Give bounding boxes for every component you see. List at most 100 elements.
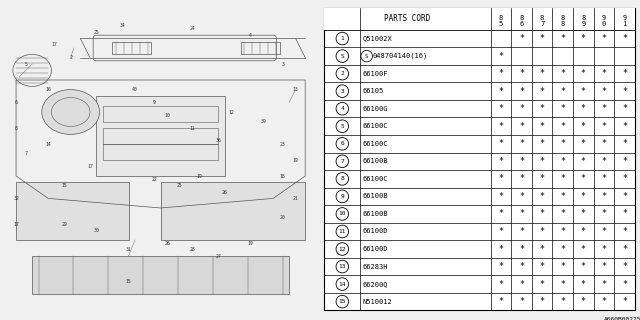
Text: 24: 24: [190, 26, 196, 31]
Text: 8: 8: [540, 15, 544, 21]
Text: 3: 3: [340, 89, 344, 94]
Text: 4: 4: [249, 33, 252, 38]
Text: *: *: [622, 174, 627, 183]
Text: 23: 23: [280, 141, 285, 147]
Text: 26: 26: [164, 241, 170, 246]
Text: *: *: [602, 192, 607, 201]
Bar: [241, 42, 280, 54]
Text: *: *: [519, 174, 524, 183]
Text: *: *: [581, 34, 586, 43]
Text: *: *: [602, 244, 607, 253]
Text: 12: 12: [228, 109, 234, 115]
Text: 66100D: 66100D: [363, 246, 388, 252]
Text: 34: 34: [119, 23, 125, 28]
Text: 66100G: 66100G: [363, 106, 388, 112]
Text: *: *: [499, 139, 503, 148]
Text: *: *: [602, 209, 607, 219]
Text: *: *: [519, 87, 524, 96]
Text: 30: 30: [93, 228, 99, 233]
Text: *: *: [499, 157, 503, 166]
Text: 15: 15: [61, 183, 67, 188]
Text: 048704140(16): 048704140(16): [373, 53, 428, 59]
Text: *: *: [560, 209, 565, 219]
Text: S: S: [365, 53, 369, 59]
Text: *: *: [499, 104, 503, 113]
Text: *: *: [581, 209, 586, 219]
Text: *: *: [540, 227, 545, 236]
Text: 11: 11: [339, 229, 346, 234]
Text: *: *: [602, 104, 607, 113]
Text: 8: 8: [340, 176, 344, 181]
Text: *: *: [540, 157, 545, 166]
Bar: [324, 8, 635, 30]
Bar: [32, 256, 289, 294]
Text: 7: 7: [24, 151, 27, 156]
Text: 9: 9: [602, 15, 606, 21]
Text: 66100F: 66100F: [363, 71, 388, 76]
Text: *: *: [581, 87, 586, 96]
Text: 10: 10: [164, 113, 170, 118]
Text: *: *: [602, 297, 607, 306]
Text: 18: 18: [280, 173, 285, 179]
Text: 9: 9: [340, 194, 344, 199]
Text: *: *: [540, 122, 545, 131]
Text: *: *: [540, 280, 545, 289]
Text: 66100C: 66100C: [363, 123, 388, 129]
Text: 17: 17: [87, 164, 93, 169]
Text: *: *: [519, 34, 524, 43]
Text: *: *: [540, 209, 545, 219]
Text: *: *: [602, 122, 607, 131]
Text: 1: 1: [340, 36, 344, 41]
Text: 8: 8: [561, 15, 565, 21]
Text: *: *: [602, 87, 607, 96]
Text: N510012: N510012: [363, 299, 392, 305]
Text: *: *: [560, 297, 565, 306]
Text: *: *: [581, 157, 586, 166]
Text: 8: 8: [561, 21, 565, 27]
Text: 6: 6: [519, 21, 524, 27]
Bar: [103, 144, 218, 160]
Text: 32: 32: [13, 196, 19, 201]
Text: 28: 28: [190, 247, 196, 252]
Text: *: *: [602, 227, 607, 236]
Text: 5: 5: [499, 21, 503, 27]
Text: 25: 25: [93, 29, 99, 35]
Text: *: *: [540, 69, 545, 78]
Text: *: *: [602, 157, 607, 166]
Text: 29: 29: [61, 221, 67, 227]
Text: 66100C: 66100C: [363, 176, 388, 182]
Text: *: *: [602, 262, 607, 271]
Text: 20: 20: [280, 215, 285, 220]
Text: *: *: [540, 139, 545, 148]
Text: *: *: [499, 69, 503, 78]
Text: 12: 12: [339, 246, 346, 252]
Text: 66100D: 66100D: [363, 228, 388, 235]
Text: *: *: [519, 209, 524, 219]
Text: *: *: [560, 244, 565, 253]
Text: *: *: [519, 192, 524, 201]
Text: *: *: [519, 227, 524, 236]
Text: *: *: [581, 174, 586, 183]
Text: *: *: [581, 139, 586, 148]
Text: *: *: [622, 87, 627, 96]
Text: 8: 8: [499, 15, 503, 21]
Text: *: *: [519, 104, 524, 113]
Text: 9: 9: [153, 100, 156, 105]
Bar: [16, 182, 129, 240]
Text: *: *: [622, 157, 627, 166]
Text: PARTS CORD: PARTS CORD: [385, 14, 431, 23]
Text: 0: 0: [602, 21, 606, 27]
Text: 17: 17: [52, 42, 58, 47]
Text: *: *: [540, 34, 545, 43]
Text: 14: 14: [339, 282, 346, 287]
Text: *: *: [519, 139, 524, 148]
Text: *: *: [540, 297, 545, 306]
Text: 7: 7: [340, 159, 344, 164]
Text: *: *: [540, 87, 545, 96]
Text: 11: 11: [190, 125, 196, 131]
Text: *: *: [519, 122, 524, 131]
Text: *: *: [560, 69, 565, 78]
Text: *: *: [622, 244, 627, 253]
Text: *: *: [540, 244, 545, 253]
Text: *: *: [499, 280, 503, 289]
